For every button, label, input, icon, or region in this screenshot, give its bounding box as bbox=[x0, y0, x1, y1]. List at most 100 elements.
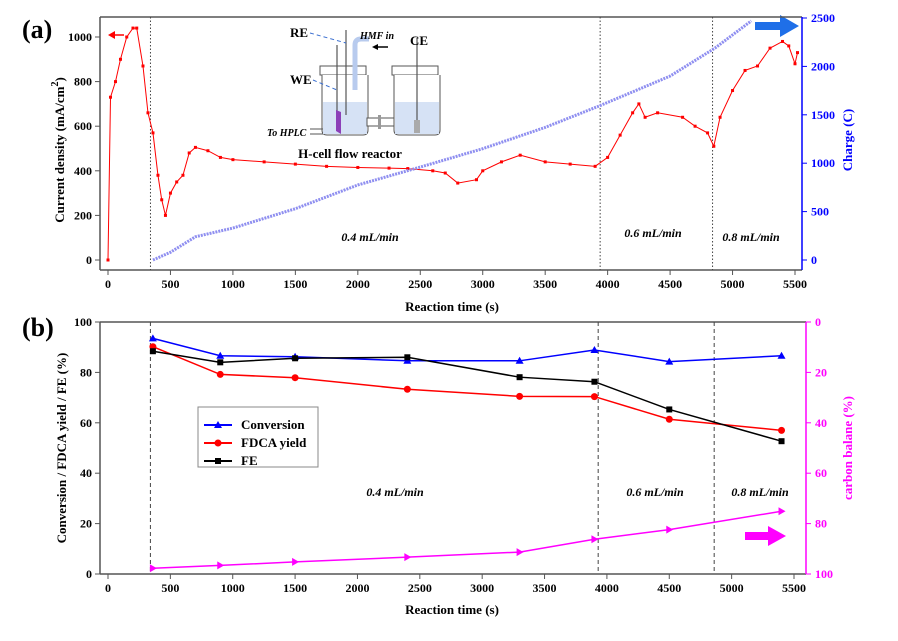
current-density-point bbox=[163, 213, 167, 217]
panel-a-ylabel-end: ) bbox=[52, 77, 67, 81]
x-tick-label: 5500 bbox=[783, 277, 807, 291]
current-density-point bbox=[795, 51, 799, 55]
y2-tick-label: 20 bbox=[815, 365, 827, 379]
y-tick-label: 80 bbox=[80, 365, 92, 379]
conversion-point bbox=[403, 356, 412, 364]
x-tick-label: 3500 bbox=[533, 581, 557, 595]
current-density-point bbox=[481, 169, 485, 173]
current-density-point bbox=[181, 173, 185, 177]
carbon-balance-point bbox=[217, 561, 225, 570]
x-tick-label: 5000 bbox=[720, 581, 744, 595]
current-density-point bbox=[793, 62, 797, 66]
x-tick-label: 0 bbox=[105, 581, 111, 595]
inset-label-we: WE bbox=[290, 72, 312, 87]
x-tick-label: 1500 bbox=[283, 277, 307, 291]
panel-b-flow-04: 0.4 mL/min bbox=[366, 485, 424, 499]
current-density-point bbox=[135, 26, 139, 30]
y-tick-label: 0 bbox=[86, 253, 92, 267]
current-density-point bbox=[656, 111, 660, 115]
current-density-point bbox=[175, 180, 179, 184]
current-density-point bbox=[781, 39, 785, 43]
fe-point bbox=[149, 348, 156, 355]
y-tick-label: 0 bbox=[86, 567, 92, 581]
current-density-point bbox=[218, 155, 222, 159]
current-density-line bbox=[107, 27, 798, 261]
y-tick-label: 400 bbox=[74, 164, 92, 178]
panel-b-ylabel: Conversion / FDCA yield / FE (%) bbox=[54, 353, 69, 544]
current-density-point bbox=[643, 115, 647, 119]
current-density-point bbox=[499, 160, 503, 164]
y-tick-label: 100 bbox=[74, 315, 92, 329]
carbon-balance-point bbox=[149, 564, 157, 573]
current-density-point bbox=[712, 144, 716, 148]
current-density-point bbox=[431, 169, 435, 173]
h-cell-diagram bbox=[309, 30, 441, 136]
x-tick-label: 3000 bbox=[470, 581, 494, 595]
conversion-point bbox=[665, 357, 674, 365]
conversion-point bbox=[590, 345, 599, 353]
panel-a-xlabel: Reaction time (s) bbox=[405, 299, 499, 314]
x-tick-label: 5500 bbox=[782, 581, 806, 595]
x-tick-label: 2500 bbox=[408, 581, 432, 595]
panel-a-flow-06: 0.6 mL/min bbox=[624, 226, 682, 240]
panel-b-xlabel: Reaction time (s) bbox=[405, 602, 499, 617]
current-density-point bbox=[681, 115, 685, 119]
current-density-point bbox=[206, 149, 210, 153]
current-density-point bbox=[743, 68, 747, 72]
current-density-point bbox=[787, 44, 791, 48]
inset-label-to-hplc: To HPLC bbox=[267, 128, 307, 139]
carbon-balance-point bbox=[778, 507, 786, 516]
current-density-point bbox=[387, 166, 391, 170]
panel-a-label: (a) bbox=[22, 15, 52, 44]
current-density-point bbox=[518, 153, 522, 157]
y2-tick-label: 60 bbox=[815, 466, 827, 480]
x-tick-label: 1500 bbox=[283, 581, 307, 595]
current-density-point bbox=[125, 35, 129, 39]
legend-label-fe: FE bbox=[241, 453, 258, 468]
current-density-point bbox=[631, 111, 635, 115]
current-density-point bbox=[160, 198, 164, 202]
fe-point bbox=[292, 355, 299, 362]
x-tick-label: 3000 bbox=[471, 277, 495, 291]
series-line-conversion bbox=[152, 337, 782, 363]
current-density-point bbox=[141, 64, 145, 68]
current-density-point bbox=[443, 171, 447, 175]
panel-b-flow-08: 0.8 mL/min bbox=[731, 485, 789, 499]
fdca-yield-point bbox=[665, 415, 673, 423]
inset-label-re: RE bbox=[290, 25, 308, 40]
fdca-yield-point bbox=[590, 393, 598, 401]
panel-a-flow-08: 0.8 mL/min bbox=[722, 230, 780, 244]
y-tick-label: 60 bbox=[80, 416, 92, 430]
current-density-point bbox=[456, 181, 460, 185]
x-tick-label: 3500 bbox=[533, 277, 557, 291]
y-tick-label: 20 bbox=[80, 517, 92, 531]
current-density-point bbox=[768, 46, 772, 50]
y-tick-label: 800 bbox=[74, 75, 92, 89]
legend-label-conversion: Conversion bbox=[241, 417, 305, 432]
current-density-point bbox=[293, 162, 297, 166]
current-density-point bbox=[325, 164, 329, 168]
current-density-point bbox=[262, 160, 266, 164]
current-density-point bbox=[118, 57, 122, 61]
current-density-point bbox=[606, 155, 610, 159]
fe-point bbox=[778, 438, 785, 445]
legend-item-conversion: Conversion bbox=[204, 417, 305, 432]
right-axis-arrow-icon bbox=[755, 15, 799, 37]
x-tick-label: 500 bbox=[161, 277, 179, 291]
left-axis-arrow-icon bbox=[108, 31, 124, 39]
fe-point bbox=[591, 378, 598, 385]
y-tick-label: 1000 bbox=[68, 30, 92, 44]
panel-b-flow-06: 0.6 mL/min bbox=[626, 485, 684, 499]
carbon-balance-point bbox=[666, 525, 674, 534]
current-density-point bbox=[156, 173, 160, 177]
y2-tick-label: 0 bbox=[815, 315, 821, 329]
y2-tick-label: 40 bbox=[815, 416, 827, 430]
legend: Conversion FDCA yield FE bbox=[197, 406, 319, 468]
panel-a-flow-04: 0.4 mL/min bbox=[341, 230, 399, 244]
current-density-point bbox=[618, 133, 622, 137]
inset-title: H-cell flow reactor bbox=[298, 146, 402, 161]
fe-point bbox=[666, 406, 673, 413]
fdca-yield-point bbox=[216, 370, 224, 378]
fdca-yield-point bbox=[403, 385, 411, 393]
